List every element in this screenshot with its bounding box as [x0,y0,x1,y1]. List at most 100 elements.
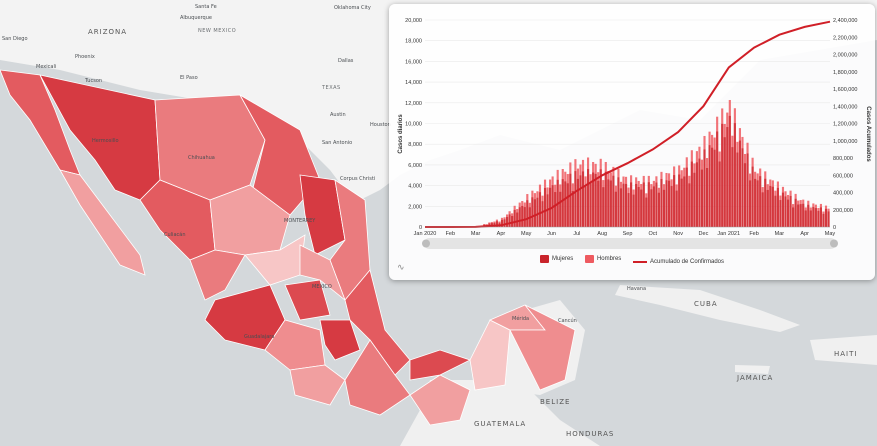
y-axis-right: 0 200,000 400,000 600,000 800,000 1,000,000 1,… [833,18,857,231]
bar-mujeres [645,197,648,227]
legend-label: Hombres [596,256,622,262]
bar-mujeres [503,219,506,227]
bar-mujeres [695,162,698,227]
bar-mujeres [812,207,815,227]
bar-mujeres [794,198,797,227]
y-left-tick-label: 14,000 [405,80,422,86]
y-left-tick-label: 4,000 [408,184,422,190]
state-campeche[interactable] [469,319,511,391]
y-right-tick-label: 1,400,000 [833,104,857,110]
state-nuevo-leon[interactable] [299,174,346,256]
y-right-tick-label: 800,000 [833,156,853,162]
bar-mujeres [680,178,683,227]
y-right-tick-label: 600,000 [833,173,853,179]
state-guanajuato[interactable] [284,279,331,321]
map-label: NEW MEXICO [198,28,237,34]
legend-item-hombres[interactable]: Hombres [584,255,622,263]
range-slider-handle-end[interactable] [830,239,838,248]
bar-mujeres [531,197,534,227]
map-label: Hermosillo [92,138,119,144]
bar-mujeres [819,207,823,227]
bar-mujeres [814,208,817,227]
bar-mujeres [675,190,678,227]
y-axis-left-title: Casos diarios [398,114,404,154]
y-right-tick-label: 2,400,000 [833,18,857,24]
x-tick-label: May [521,231,532,237]
map-label: HAITI [834,350,858,358]
legend-label: Mujeres [551,256,574,262]
bar-mujeres [804,210,807,227]
bar-mujeres [627,193,630,227]
bar-mujeres [685,167,688,227]
bar-mujeres [741,148,744,227]
bar-mujeres [500,219,504,227]
legend-item-acumulado[interactable]: Acumulado de Confirmados [632,259,725,265]
y-left-tick-label: 12,000 [405,101,422,107]
range-slider-handle-start[interactable] [422,239,430,248]
bar-mujeres [657,192,661,227]
x-tick-label: Nov [673,231,683,237]
bar-mujeres [766,189,769,227]
bar-mujeres [705,168,709,227]
bar-mujeres [786,199,790,227]
map-label: JAMAICA [737,374,774,382]
bar-mujeres [827,211,830,227]
y-left-tick-label: 2,000 [408,204,422,210]
state-guerrero[interactable] [289,364,346,406]
bar-mujeres [619,188,623,227]
map-label: MEXICO [312,284,332,290]
legend-label: Acumulado de Confirmados [649,259,725,265]
bar-mujeres [665,180,668,227]
map-label: Guadalajara [244,334,275,340]
map-label: El Paso [180,75,198,81]
bar-mujeres [622,183,625,227]
bar-mujeres [792,207,795,227]
state-michoacan[interactable] [264,319,326,371]
state-baja-california-sur[interactable] [59,169,146,276]
map-label: CUBA [694,300,718,308]
range-slider-track[interactable] [424,238,836,249]
bar-mujeres [576,178,580,227]
bar-mujeres [604,171,607,227]
y-left-tick-label: 20,000 [405,18,422,24]
bar-mujeres [711,147,714,227]
bar-mujeres [652,186,655,227]
bar-mujeres [771,186,774,227]
bar-mujeres [678,174,681,227]
bar-mujeres [756,180,759,227]
legend-swatch [539,255,549,263]
bar-mujeres [731,147,734,227]
y-right-tick-label: 400,000 [833,191,853,197]
bar-mujeres [673,175,676,227]
bar-mujeres [541,201,544,227]
bar-mujeres [617,177,620,227]
state-san-luis-potosi[interactable] [299,244,346,302]
map-label: TEXAS [322,85,341,91]
bar-mujeres [764,178,767,227]
bar-mujeres [614,191,617,227]
state-quintana-roo[interactable] [509,304,576,391]
x-tick-label: Feb [446,231,455,237]
legend-item-mujeres[interactable]: Mujeres [539,255,574,263]
bar-mujeres [662,189,666,227]
state-nayarit[interactable] [189,249,246,301]
bar-mujeres [776,187,779,227]
map-label: Mexicali [36,64,57,70]
y-axis-left: 0 2,000 4,000 6,000 8,000 10,000 12,000 14,000 1… [405,18,422,231]
chart-panel: 0 2,000 4,000 6,000 8,000 10,000 12,000 14,000 1… [389,4,875,280]
state-veracruz[interactable] [344,269,411,376]
state-tabasco[interactable] [409,349,472,381]
map-label: Corpus Christi [340,176,376,182]
state-chiapas[interactable] [409,374,471,426]
cuba-landmass [615,285,800,332]
bar-mujeres [779,200,782,227]
bar-mujeres [759,176,762,227]
x-tick-label: Mar [775,231,785,237]
map-label: Houston [370,122,391,128]
state-cdmx-region[interactable] [319,319,361,361]
bar-mujeres [754,178,757,227]
bar-series [478,100,830,227]
bar-mujeres [566,183,569,227]
bar-mujeres [597,180,600,227]
bar-mujeres [495,221,499,227]
